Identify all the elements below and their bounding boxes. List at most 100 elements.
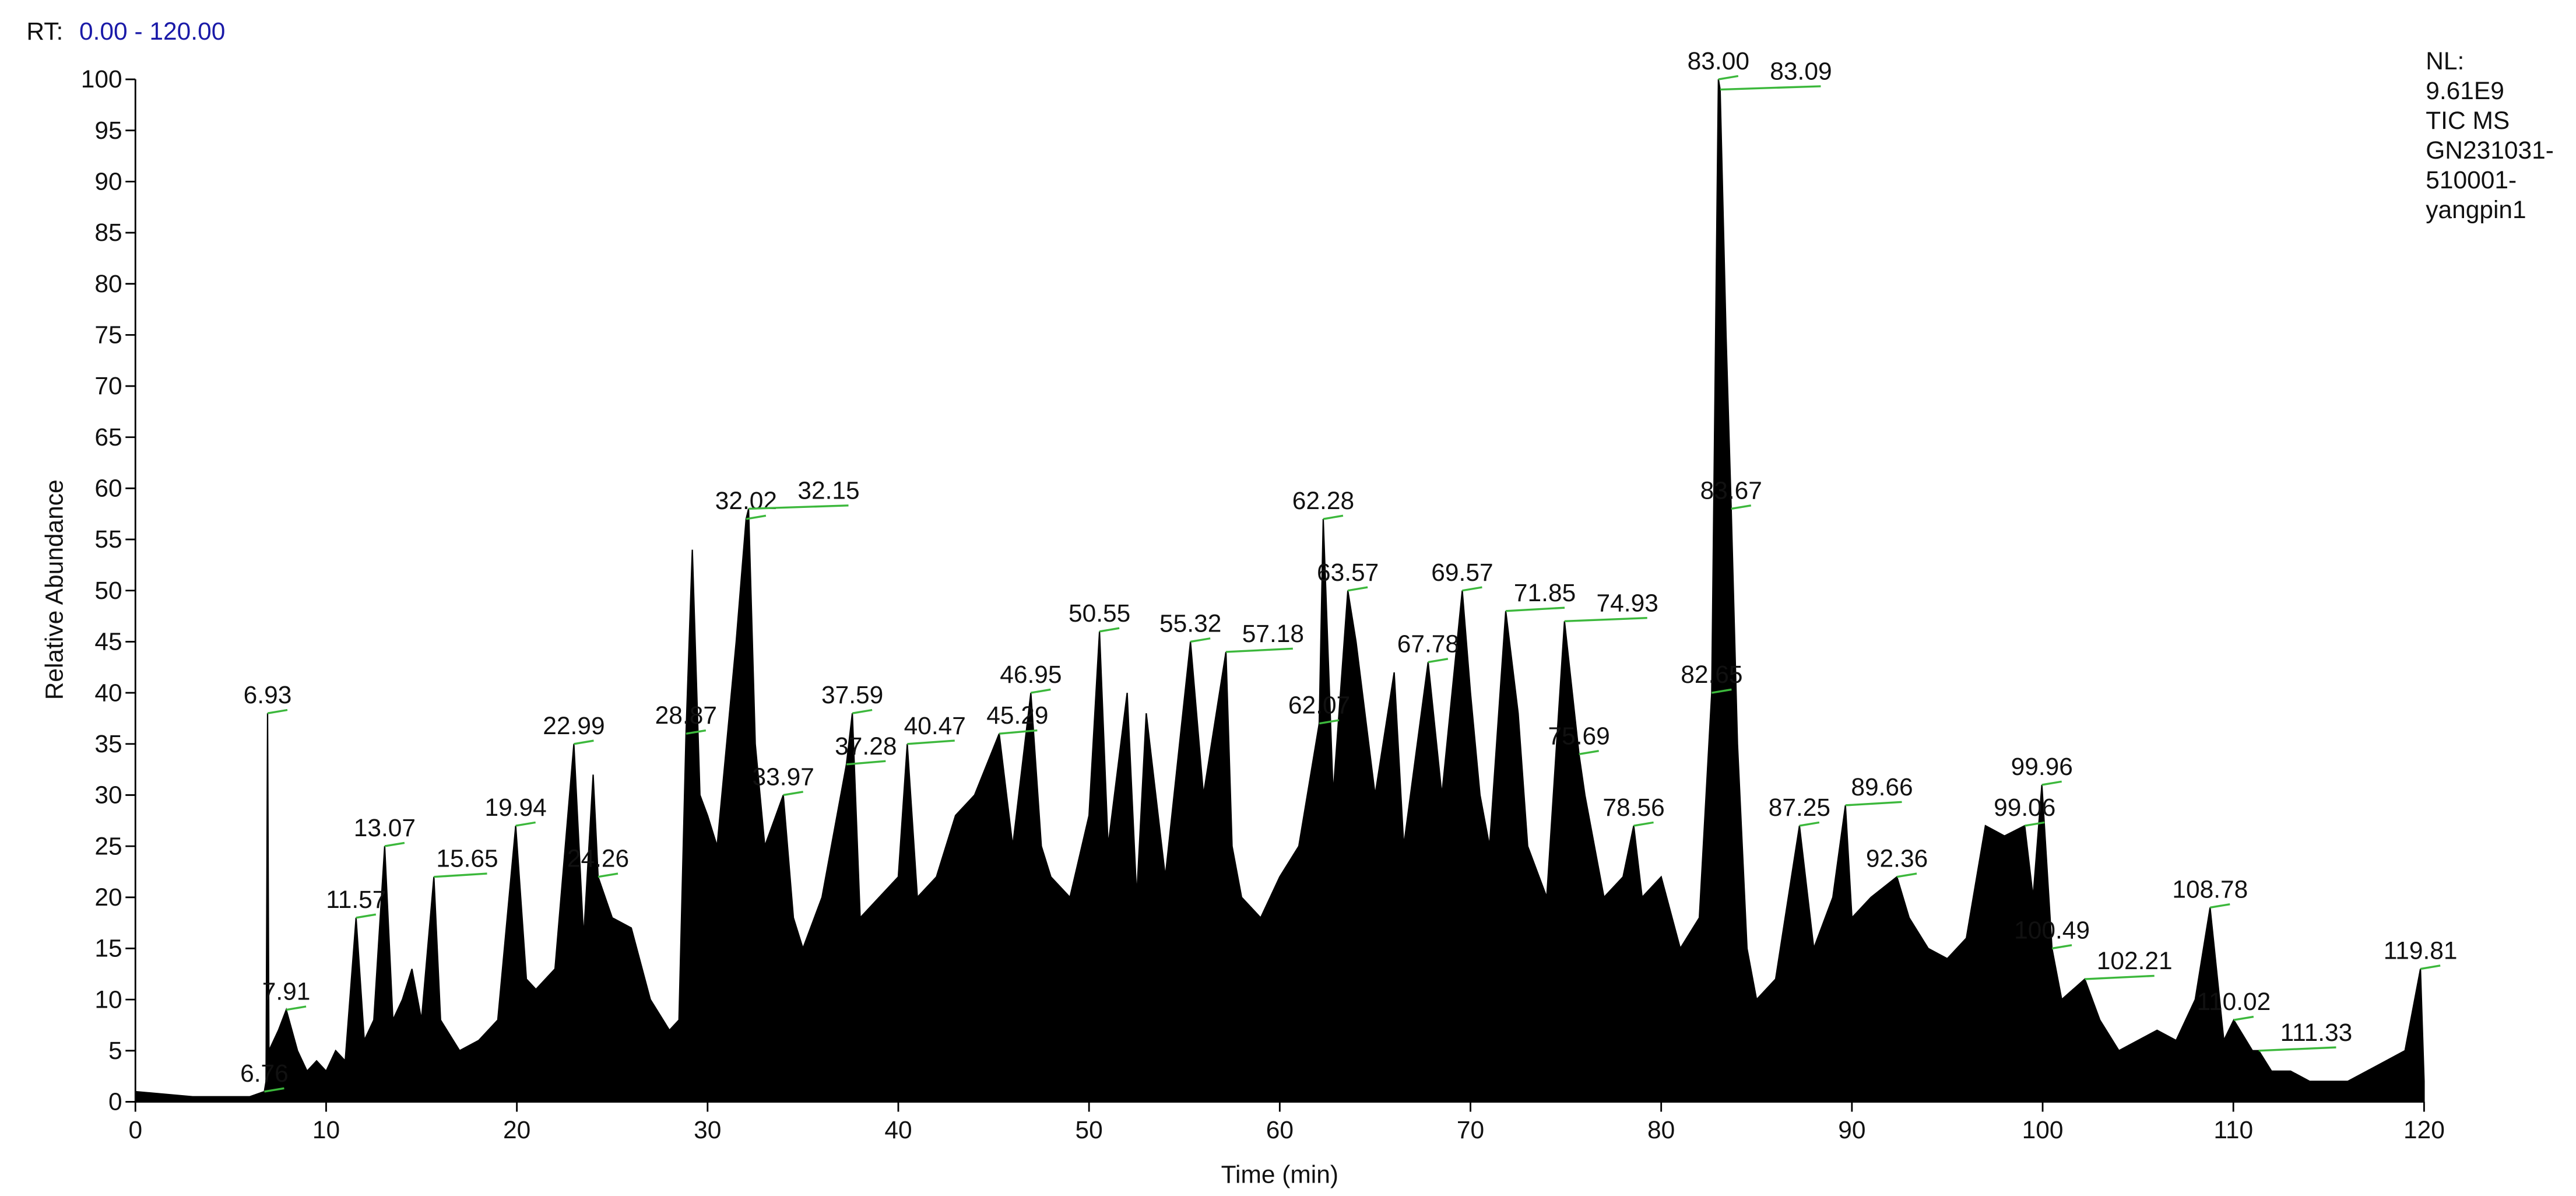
- peak-marker: [574, 739, 594, 745]
- peak-marker: [1718, 75, 1739, 80]
- x-tick-label: 80: [1647, 1117, 1675, 1144]
- peak-label: 74.93: [1597, 590, 1658, 617]
- peak-marker: [1720, 85, 1821, 91]
- peak-marker: [1319, 719, 1340, 725]
- peak-label: 75.69: [1548, 722, 1610, 750]
- x-tick-label: 120: [2403, 1117, 2445, 1144]
- peak-marker: [1225, 647, 1293, 653]
- peak-label: 119.81: [2384, 938, 2458, 965]
- rt-label: RT:: [26, 18, 63, 45]
- peak-marker: [1505, 606, 1565, 612]
- peak-label: 99.96: [2011, 753, 2073, 781]
- peak-label: 83.09: [1770, 58, 1832, 86]
- peak-marker: [1633, 821, 1654, 827]
- peak-label: 19.94: [485, 794, 547, 822]
- y-tick-label: 85: [94, 219, 122, 247]
- x-tick-label: 60: [1266, 1117, 1294, 1144]
- y-tick-label: 95: [94, 117, 122, 145]
- peak-marker: [264, 1087, 284, 1093]
- peak-label: 108.78: [2172, 876, 2248, 903]
- x-tick-label: 50: [1076, 1117, 1103, 1144]
- y-tick-label: 45: [94, 629, 122, 656]
- peak-label: 89.66: [1851, 774, 1913, 801]
- peak-marker: [783, 791, 803, 797]
- peak-label: 6.93: [244, 682, 292, 709]
- info-text: 510001-: [2426, 167, 2517, 194]
- peak-label: 57.18: [1242, 620, 1304, 648]
- peak-marker: [686, 729, 707, 735]
- peak-label: 22.99: [543, 713, 605, 740]
- peak-label: 15.65: [436, 846, 498, 873]
- peak-marker: [2051, 944, 2072, 950]
- info-text: 9.61E9: [2426, 78, 2504, 105]
- y-tick-label: 70: [94, 373, 122, 400]
- y-tick-label: 65: [94, 424, 122, 451]
- peak-marker: [1731, 504, 1752, 510]
- x-tick-label: 0: [128, 1117, 142, 1144]
- rt-range: 0.00 - 120.00: [79, 18, 225, 45]
- peak-label: 78.56: [1602, 794, 1664, 822]
- peak-label: 62.07: [1288, 692, 1350, 720]
- peak-marker: [515, 821, 536, 827]
- peak-label: 87.25: [1769, 794, 1830, 822]
- y-tick-label: 25: [94, 833, 122, 860]
- y-tick-label: 40: [94, 679, 122, 707]
- peak-label: 37.28: [835, 733, 897, 760]
- peak-marker: [1896, 872, 1917, 878]
- peak-marker: [598, 872, 618, 878]
- x-tick-label: 70: [1457, 1117, 1484, 1144]
- peak-marker: [384, 841, 405, 847]
- peak-label: 28.87: [655, 702, 717, 729]
- peak-marker: [1799, 821, 1820, 827]
- peak-marker: [1031, 688, 1051, 694]
- peak-marker: [748, 504, 849, 510]
- peak-label: 102.21: [2097, 948, 2173, 975]
- peak-marker: [2085, 974, 2155, 980]
- peak-label: 63.57: [1317, 559, 1379, 587]
- x-tick-label: 10: [312, 1117, 340, 1144]
- info-text: GN231031-: [2426, 137, 2554, 164]
- peak-label: 69.57: [1431, 559, 1493, 587]
- peak-label: 62.28: [1292, 487, 1354, 515]
- x-tick-label: 40: [884, 1117, 912, 1144]
- x-tick-label: 30: [694, 1117, 721, 1144]
- peak-marker: [2258, 1046, 2336, 1052]
- peak-marker: [1347, 586, 1368, 592]
- peak-label: 13.07: [354, 815, 416, 842]
- peak-label: 99.06: [1994, 794, 2055, 822]
- peak-marker: [2025, 821, 2045, 827]
- peak-label: 100.49: [2014, 917, 2090, 944]
- peak-label: 50.55: [1069, 600, 1130, 627]
- y-tick-label: 35: [94, 731, 122, 758]
- peak-marker: [746, 514, 767, 520]
- peak-label: 46.95: [1000, 661, 1062, 689]
- y-tick-label: 50: [94, 577, 122, 605]
- peak-marker: [2233, 1015, 2254, 1021]
- peak-label: 32.15: [797, 477, 859, 504]
- y-tick-label: 5: [108, 1037, 122, 1065]
- y-tick-label: 15: [94, 935, 122, 963]
- peak-marker: [852, 709, 873, 714]
- peak-label: 82.65: [1681, 661, 1742, 689]
- peak-marker: [999, 729, 1038, 735]
- peak-marker: [267, 709, 288, 714]
- info-text: yangpin1: [2426, 197, 2526, 224]
- y-tick-label: 60: [94, 475, 122, 503]
- peak-label: 55.32: [1159, 610, 1221, 637]
- y-tick-label: 10: [94, 986, 122, 1013]
- y-tick-label: 0: [108, 1089, 122, 1116]
- peak-marker: [1190, 637, 1211, 643]
- peak-label: 83.67: [1700, 477, 1762, 504]
- peak-label: 6.76: [240, 1060, 289, 1088]
- peak-marker: [2420, 964, 2441, 970]
- y-axis-label: Relative Abundance: [41, 479, 69, 700]
- peak-label: 111.33: [2280, 1019, 2353, 1047]
- x-tick-label: 20: [503, 1117, 530, 1144]
- x-axis-label: Time (min): [1221, 1161, 1338, 1188]
- x-tick-label: 110: [2213, 1117, 2253, 1144]
- peak-label: 45.29: [986, 702, 1048, 729]
- peak-label: 11.57: [326, 886, 386, 914]
- peak-label: 37.59: [821, 682, 883, 709]
- peak-marker: [2210, 903, 2230, 909]
